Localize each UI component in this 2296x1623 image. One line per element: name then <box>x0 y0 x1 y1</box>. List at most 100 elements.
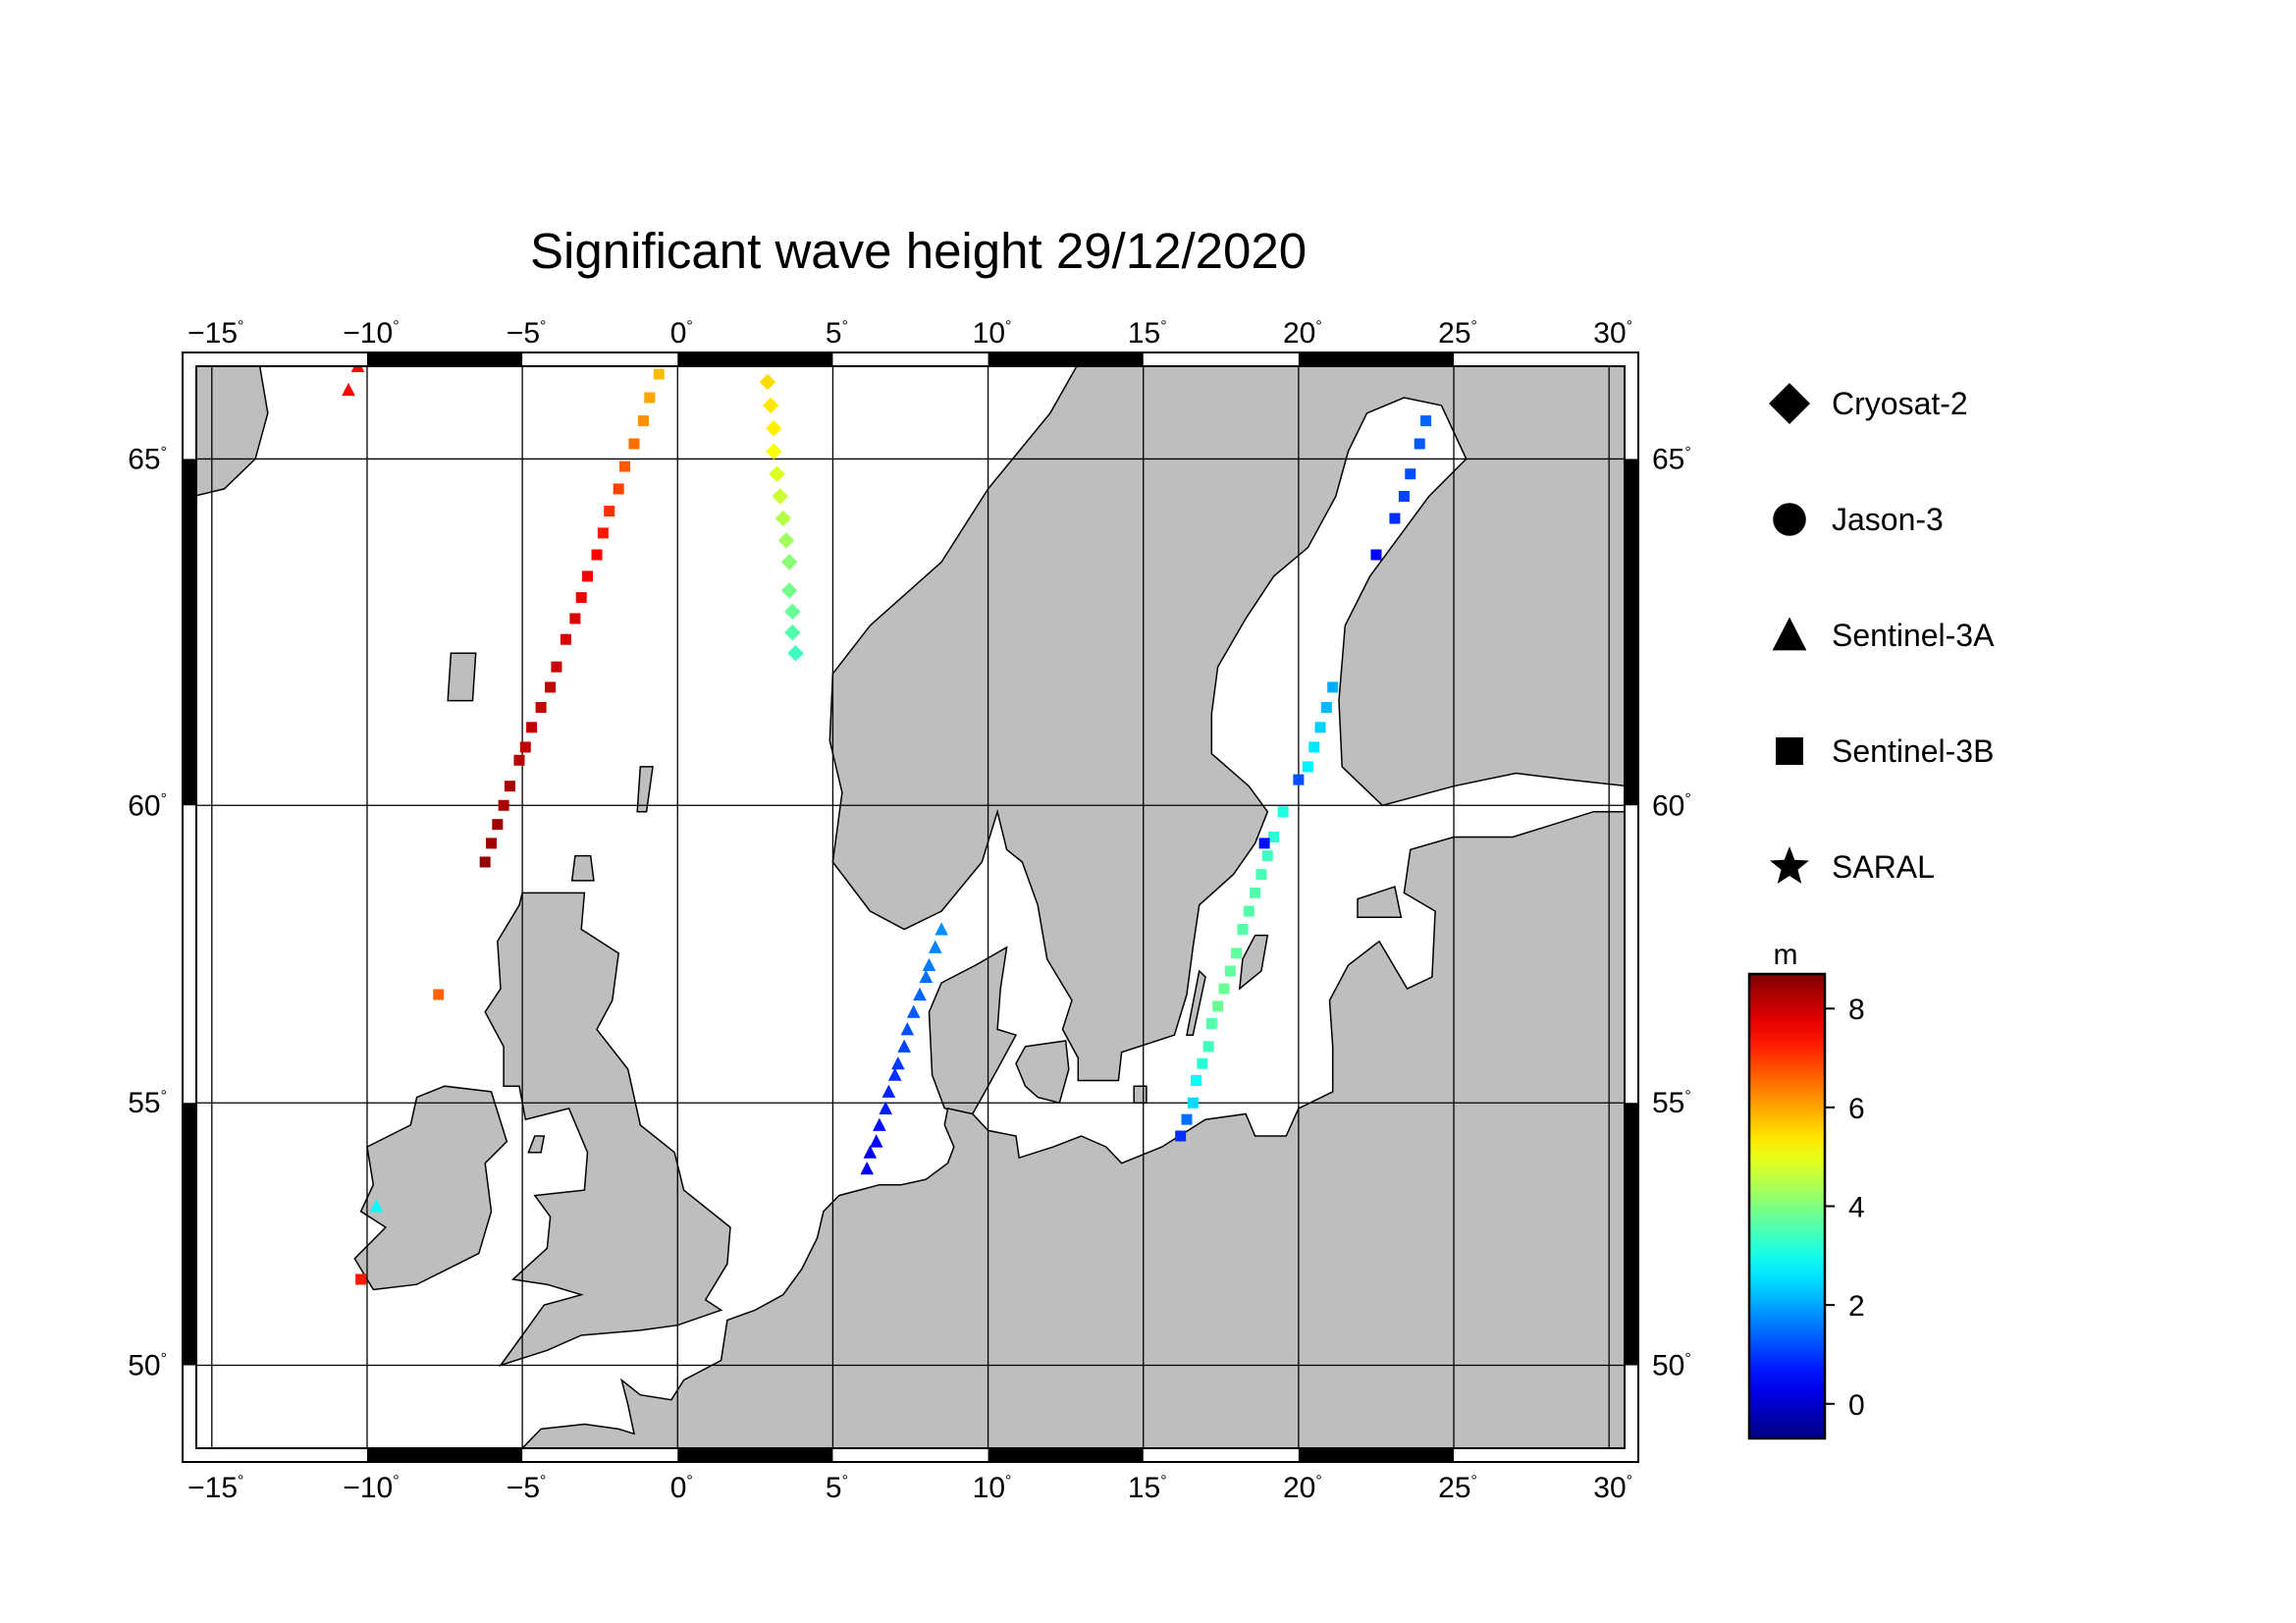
track-point-triangle <box>928 940 942 953</box>
land-faroes <box>447 652 477 702</box>
frame-band-bottom <box>1298 1448 1455 1462</box>
frame-band-left <box>183 1103 196 1366</box>
track-point-square <box>1314 722 1326 733</box>
legend-label: Jason-3 <box>1832 502 1944 537</box>
track-point-square <box>1187 1097 1199 1109</box>
land-danish-isles <box>1015 1040 1070 1105</box>
track-point-triangle <box>863 1145 878 1159</box>
colorbar-tick-label: 2 <box>1848 1290 1865 1323</box>
lon-label-bottom: 5° <box>826 1472 848 1504</box>
track-point-square <box>1277 806 1289 818</box>
land-isle-of-man <box>527 1135 546 1154</box>
track-point-square <box>1268 832 1280 843</box>
track-point-square <box>551 661 562 673</box>
track-point-square <box>613 483 624 495</box>
track-point-triangle <box>887 1067 902 1081</box>
track-point-square <box>569 613 581 624</box>
track-point-square <box>637 415 649 427</box>
lon-label-top: −5° <box>507 317 547 350</box>
square-icon <box>1776 737 1803 765</box>
colorbar-tick-label: 6 <box>1848 1093 1865 1125</box>
graticule <box>196 366 1625 1448</box>
track-point-triangle <box>891 1055 905 1070</box>
track-point-square <box>1420 415 1432 427</box>
map-frame <box>182 352 1639 1463</box>
legend-label: Cryosat-2 <box>1832 386 1968 421</box>
lat-label-left: 60° <box>128 789 167 822</box>
track-point-square <box>597 527 609 539</box>
satellite-tracks <box>342 366 1432 1285</box>
track-point-square <box>1202 1041 1214 1053</box>
track-point-triangle <box>369 1199 384 1213</box>
lon-label-bottom: 25° <box>1438 1472 1477 1504</box>
track-point-square <box>1308 741 1320 753</box>
track-point-square <box>628 438 640 450</box>
track-point-diamond <box>777 532 795 549</box>
track-point-square <box>1212 1001 1224 1012</box>
track-point-square <box>560 633 571 645</box>
track-point-square <box>575 592 587 604</box>
track-point-square <box>492 819 504 831</box>
track-point-diamond <box>759 373 776 391</box>
track-point-square <box>1398 491 1410 503</box>
track-point-square <box>582 570 594 582</box>
track-point-triangle <box>881 1084 896 1098</box>
lon-label-top: 30° <box>1593 317 1632 350</box>
frame-band-right <box>1625 1103 1638 1366</box>
track-point-square <box>653 368 665 380</box>
track-point-square <box>526 722 538 733</box>
frame-inner <box>195 365 1626 1449</box>
track-point-diamond <box>780 582 798 599</box>
colorbar-tick-label: 4 <box>1848 1192 1865 1224</box>
track-point-triangle <box>900 1022 915 1036</box>
colorbar: 0 2 4 6 8 m <box>1747 939 1865 1440</box>
track-point-square <box>1175 1130 1187 1142</box>
land-saaremaa <box>1357 886 1403 918</box>
track-point-square <box>513 754 525 766</box>
frame-band-left <box>183 459 196 806</box>
track-point-triangle <box>922 957 936 972</box>
track-point-square <box>1320 701 1332 713</box>
land-gotland <box>1238 934 1269 991</box>
track-point-square <box>535 701 547 713</box>
star-icon <box>1770 846 1809 884</box>
track-point-square <box>1370 549 1382 561</box>
track-point-triangle <box>913 987 927 1001</box>
lat-label-left: 50° <box>128 1350 167 1382</box>
track-point-square <box>485 838 497 849</box>
track-point-square <box>1250 887 1261 898</box>
track-point-diamond <box>772 488 788 505</box>
frame-band-right <box>1625 459 1638 806</box>
track-point-square <box>1327 681 1339 693</box>
track-point-triangle <box>869 1134 883 1148</box>
track-point-square <box>1405 468 1416 480</box>
track-point-diamond <box>774 510 792 527</box>
track-point-square <box>1205 1017 1217 1029</box>
track-point-diamond <box>766 420 782 437</box>
track-point-square <box>1302 761 1313 773</box>
track-point-triangle <box>897 1039 911 1053</box>
land-shetland <box>636 766 654 813</box>
lon-label-bottom: −5° <box>507 1472 547 1504</box>
page-title: Significant wave height 29/12/2020 <box>530 223 1308 279</box>
track-point-square <box>1255 869 1267 881</box>
lon-label-bottom: −15° <box>187 1472 243 1504</box>
track-point-square <box>519 741 531 753</box>
track-point-diamond <box>784 623 801 641</box>
lon-label-top: 15° <box>1128 317 1167 350</box>
track-point-square <box>1197 1057 1208 1069</box>
frame-band-bottom <box>366 1448 523 1462</box>
legend-item-square: Sentinel-3B <box>1776 733 1994 769</box>
land-bornholm <box>1133 1085 1148 1104</box>
track-point-square <box>619 460 630 472</box>
track-point-square <box>504 781 515 792</box>
track-point-square <box>604 506 615 517</box>
colorbar-unit: m <box>1774 939 1798 971</box>
frame-band-top <box>988 352 1144 366</box>
legend-item-star: SARAL <box>1770 846 1935 885</box>
frame-outer <box>182 352 1639 1463</box>
lat-label-right: 50° <box>1652 1350 1691 1382</box>
land-oland <box>1186 969 1206 1036</box>
lon-label-bottom: 20° <box>1283 1472 1322 1504</box>
